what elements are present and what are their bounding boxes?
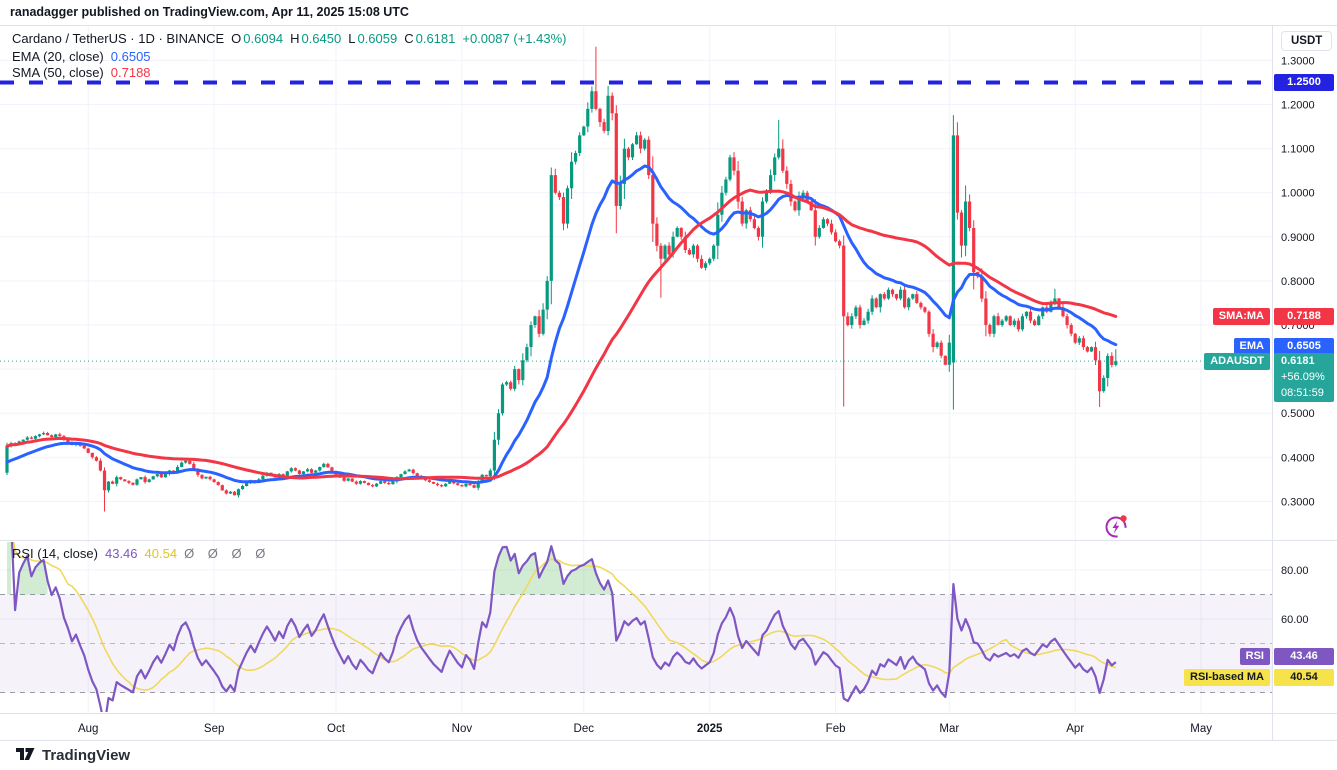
rsi-ma-axis-value: 40.54 (1274, 669, 1334, 686)
sma-label: SMA (50, close) (12, 65, 104, 80)
rsi-legend[interactable]: RSI (14, close) 43.46 40.54 Ø Ø Ø Ø (12, 546, 270, 561)
svg-text:0.5000: 0.5000 (1281, 408, 1315, 420)
rsi-value: 43.46 (104, 546, 138, 561)
ohlc-close: C 0.6181 (404, 31, 456, 46)
svg-text:Feb: Feb (826, 723, 846, 735)
sma-legend[interactable]: SMA (50, close) 0.7188 (12, 65, 151, 80)
ohlc-low: L 0.6059 (348, 31, 398, 46)
last-price-change: +56.09% (1281, 371, 1325, 383)
svg-text:1.1000: 1.1000 (1281, 144, 1315, 156)
svg-text:Oct: Oct (327, 723, 346, 735)
svg-text:60.00: 60.00 (1281, 614, 1309, 626)
rsi-ma-value: 40.54 (144, 546, 178, 561)
svg-text:Mar: Mar (939, 723, 959, 735)
currency-selector: USDT (1281, 31, 1333, 51)
ohlc-open: O 0.6094 (231, 31, 284, 46)
footer: TradingView (0, 741, 1337, 770)
bar-countdown: 08:51:59 (1281, 387, 1324, 399)
lightning-bolt-icon (1112, 520, 1120, 534)
sma-axis-value: 0.7188 (1274, 308, 1334, 325)
ema-legend[interactable]: EMA (20, close) 0.6505 (12, 49, 151, 64)
published-attribution: ranadagger published on TradingView.com,… (10, 5, 409, 19)
svg-text:80.00: 80.00 (1281, 565, 1309, 577)
symbol-axis-tag: ADAUSDT (1204, 353, 1270, 370)
rsi-label: RSI (14, close) (12, 546, 98, 561)
svg-text:1.0000: 1.0000 (1281, 188, 1315, 200)
brand-name[interactable]: TradingView (42, 747, 131, 764)
chart-canvas[interactable]: 1.30001.20001.10001.00000.90000.80000.70… (0, 0, 1337, 741)
sma-axis-tag: SMA:MA (1212, 308, 1270, 325)
svg-text:0.3000: 0.3000 (1281, 496, 1315, 508)
ohlc-high: H 0.6450 (290, 31, 342, 46)
ema-axis-value: 0.6505 (1274, 338, 1334, 355)
svg-text:2025: 2025 (697, 723, 723, 735)
svg-text:May: May (1190, 723, 1212, 735)
empty-inputs: Ø Ø Ø Ø (184, 546, 271, 561)
svg-text:0.8000: 0.8000 (1281, 276, 1315, 288)
svg-text:Dec: Dec (574, 723, 595, 735)
ema-label: EMA (20, close) (12, 49, 104, 64)
symbol-title: Cardano / TetherUS · 1D · BINANCE (12, 31, 225, 46)
svg-text:0.9000: 0.9000 (1281, 232, 1315, 244)
svg-text:1.2000: 1.2000 (1281, 100, 1315, 112)
ema-axis-tag: EMA (1233, 338, 1270, 355)
notification-dot (1120, 515, 1127, 522)
svg-text:1.3000: 1.3000 (1281, 55, 1315, 67)
rsi-axis-tag: RSI (1239, 648, 1270, 665)
symbol-legend[interactable]: Cardano / TetherUS · 1D · BINANCE O 0.609… (12, 31, 566, 46)
last-price-value: 0.6181 (1281, 355, 1315, 367)
ema-value: 0.6505 (110, 49, 151, 64)
last-price-badge: 0.6181 +56.09% 08:51:59 (1274, 353, 1334, 402)
svg-text:Nov: Nov (452, 723, 473, 735)
tradingview-logo-icon[interactable] (16, 747, 35, 764)
svg-text:Sep: Sep (204, 723, 224, 735)
change-value: +0.0087 (+1.43%) (462, 31, 567, 46)
svg-text:0.4000: 0.4000 (1281, 452, 1315, 464)
flash-ideas-icon[interactable] (1103, 513, 1130, 540)
price-line-label: 1.2500 (1274, 74, 1334, 91)
svg-text:Aug: Aug (78, 723, 98, 735)
rsi-ma-axis-tag: RSI-based MA (1184, 669, 1270, 686)
svg-text:Apr: Apr (1066, 723, 1084, 735)
rsi-axis-value: 43.46 (1274, 648, 1334, 665)
sma-value: 0.7188 (110, 65, 151, 80)
